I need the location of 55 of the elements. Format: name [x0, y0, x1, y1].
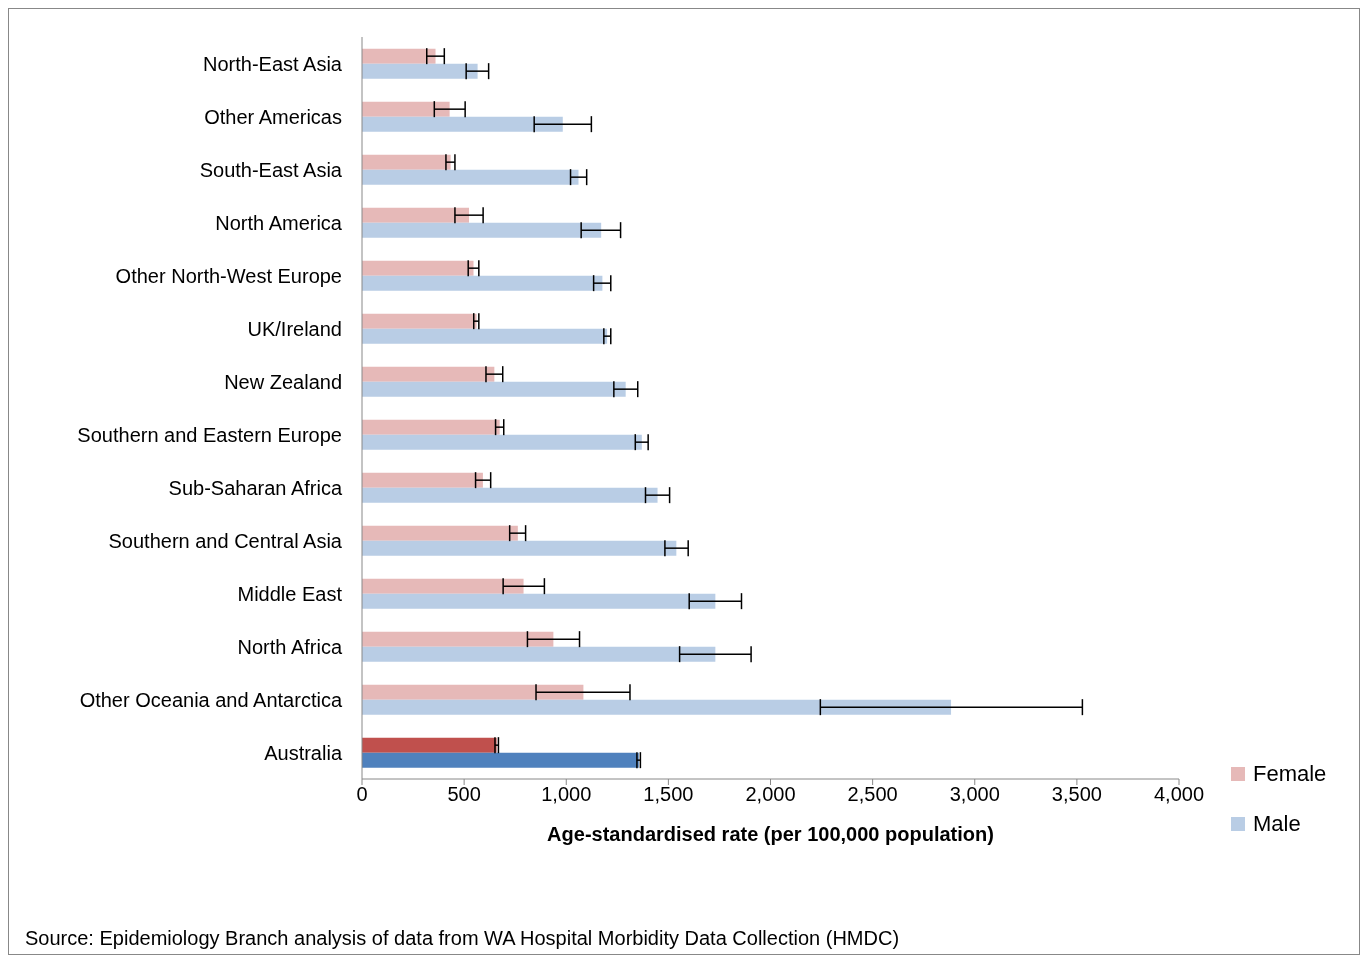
- bar: [362, 222, 602, 238]
- x-tick-label: 1,500: [643, 783, 694, 806]
- y-tick-label: Other Americas: [204, 105, 342, 128]
- bar: [362, 646, 716, 662]
- bar: [362, 487, 658, 503]
- legend-label: Male: [1253, 811, 1301, 837]
- y-tick-label: Sub-Saharan Africa: [168, 476, 343, 499]
- y-tick-label: Southern and Central Asia: [108, 529, 343, 552]
- bar: [362, 419, 500, 435]
- legend-label: Female: [1253, 761, 1327, 787]
- x-tick-label: 3,500: [1051, 783, 1102, 806]
- bar: [362, 434, 642, 450]
- y-tick-label: North-East Asia: [203, 52, 343, 75]
- y-tick-label: North America: [215, 211, 343, 234]
- x-tick-label: 1,000: [541, 783, 592, 806]
- bar: [362, 63, 478, 79]
- bar: [362, 366, 495, 382]
- bar: [362, 737, 497, 753]
- bar: [362, 154, 451, 170]
- bar: [362, 752, 639, 768]
- bar: [362, 169, 579, 185]
- bar: [362, 472, 483, 488]
- y-tick-label: Other North-West Europe: [115, 264, 342, 287]
- bar: [362, 101, 450, 117]
- bar: [362, 699, 952, 715]
- y-tick-label: Australia: [264, 741, 343, 764]
- bar: [362, 525, 518, 541]
- bar: [362, 48, 436, 64]
- y-tick-label: South-East Asia: [199, 158, 343, 181]
- y-tick-label: Southern and Eastern Europe: [77, 423, 342, 446]
- x-tick-label: 500: [447, 783, 481, 806]
- bar: [362, 313, 477, 329]
- x-tick-label: 2,500: [847, 783, 898, 806]
- x-tick-label: 3,000: [949, 783, 1000, 806]
- bar: [362, 207, 470, 223]
- bar: [362, 260, 474, 276]
- bar: [362, 328, 608, 344]
- y-tick-label: New Zealand: [224, 370, 342, 393]
- y-tick-label: Other Oceania and Antarctica: [79, 688, 343, 711]
- x-tick-label: 2,000: [745, 783, 796, 806]
- x-tick-label: 4,000: [1153, 783, 1205, 806]
- bar: [362, 116, 563, 132]
- y-tick-label: Middle East: [237, 582, 343, 605]
- bar: [362, 578, 524, 594]
- bar: [362, 684, 584, 700]
- bar: [362, 381, 626, 397]
- source-note: Source: Epidemiology Branch analysis of data from WA Hospital Morbidity Data Collection (HMDC): [25, 927, 900, 950]
- bar: [362, 631, 554, 647]
- y-tick-label: North Africa: [237, 635, 343, 658]
- bar: [362, 540, 677, 556]
- x-tick-label: 0: [356, 783, 368, 806]
- y-tick-label: UK/Ireland: [247, 317, 342, 340]
- x-axis-title: Age-standardised rate (per 100,000 population): [547, 823, 994, 845]
- bar: [362, 593, 716, 609]
- bar: [362, 275, 603, 291]
